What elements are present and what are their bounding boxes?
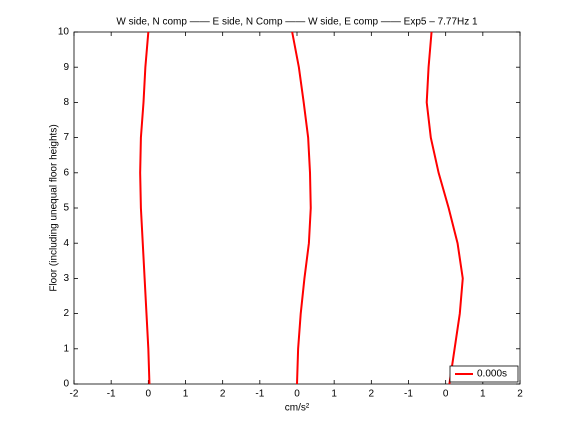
y-axis-label: Floor (including unequal floor heights) [49,124,60,291]
legend-label: 0.000s [477,369,507,380]
x-tick-label: 2 [220,389,226,400]
chart-title: W side, N comp —— E side, N Comp —— W si… [116,17,478,28]
y-tick-label: 0 [63,379,69,390]
y-tick-label: 1 [63,343,69,354]
profile-line [139,31,151,385]
x-tick-label: -1 [255,389,264,400]
x-tick-label: 0 [443,389,449,400]
y-tick-label: 6 [63,167,69,178]
x-tick-label: 0 [146,389,152,400]
x-tick-label: 2 [369,389,375,400]
profile-line [291,31,312,385]
x-tick-label: -2 [70,389,79,400]
x-tick-label: -1 [107,389,116,400]
x-tick-label: 0 [294,389,300,400]
x-tick-label: 2 [517,389,523,400]
x-tick-label: -1 [404,389,413,400]
y-tick-label: 10 [58,27,70,38]
x-axis-label: cm/s² [285,403,310,414]
y-tick-label: 5 [63,203,69,214]
x-tick-label: 1 [331,389,337,400]
legend-box [449,365,519,383]
x-tick-label: 1 [183,389,189,400]
x-tick-label: 1 [480,389,486,400]
y-tick-label: 9 [63,62,69,73]
y-tick-label: 8 [63,97,69,108]
axes-box [73,31,521,385]
y-tick-label: 3 [63,273,69,284]
y-tick-label: 4 [63,238,69,249]
profile-line [425,31,464,385]
y-tick-label: 2 [63,308,69,319]
y-tick-label: 7 [63,132,69,143]
